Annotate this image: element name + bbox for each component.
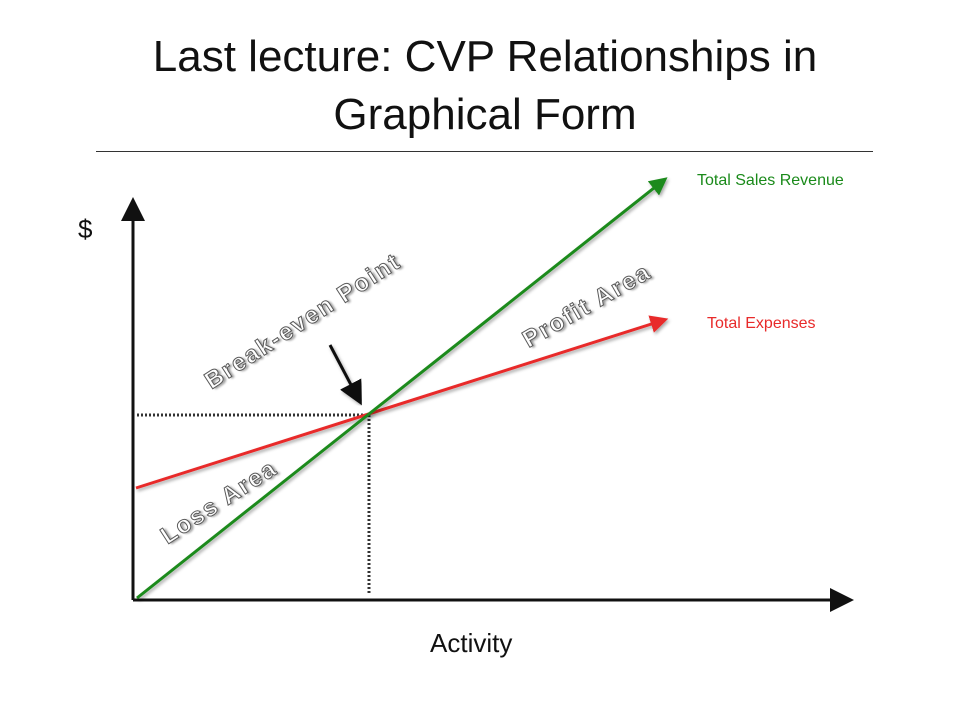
y-axis-label: $ bbox=[78, 214, 93, 244]
breakeven-pointer-arrow bbox=[328, 344, 362, 406]
total-sales-revenue-line bbox=[136, 177, 668, 600]
total-sales-revenue-label: Total Sales Revenue bbox=[697, 172, 844, 189]
title-divider bbox=[96, 151, 873, 152]
slide-title: Last lecture: CVP Relationships in Graph… bbox=[152, 32, 818, 139]
total-expenses-label: Total Expenses bbox=[707, 315, 816, 332]
x-axis-label: Activity bbox=[430, 628, 513, 658]
total-expenses-line bbox=[135, 315, 669, 490]
